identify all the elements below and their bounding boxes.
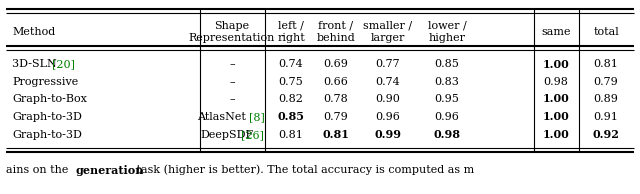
Text: 0.96: 0.96 <box>376 112 401 122</box>
Text: Shape
Representation: Shape Representation <box>189 21 275 43</box>
Text: 0.91: 0.91 <box>593 112 618 122</box>
Text: 0.69: 0.69 <box>324 59 348 69</box>
Text: total: total <box>593 27 619 37</box>
Text: –: – <box>229 77 235 87</box>
Text: 0.85: 0.85 <box>278 112 305 122</box>
Text: 0.79: 0.79 <box>324 112 348 122</box>
Text: 1.00: 1.00 <box>543 130 570 140</box>
Text: front /
behind: front / behind <box>317 21 355 43</box>
Text: 0.95: 0.95 <box>435 94 460 104</box>
Text: 0.98: 0.98 <box>433 130 461 140</box>
Text: [20]: [20] <box>52 59 76 69</box>
Text: [8]: [8] <box>250 112 265 122</box>
Text: left /
right: left / right <box>277 21 305 43</box>
Text: 1.00: 1.00 <box>543 59 570 69</box>
Text: 0.66: 0.66 <box>324 77 348 87</box>
Text: 0.85: 0.85 <box>435 59 460 69</box>
Text: smaller /
larger: smaller / larger <box>364 21 413 43</box>
Text: DeepSDF: DeepSDF <box>200 130 253 140</box>
Text: –: – <box>229 59 235 69</box>
Text: 0.75: 0.75 <box>278 77 303 87</box>
Text: 0.83: 0.83 <box>435 77 460 87</box>
Text: 0.96: 0.96 <box>435 112 460 122</box>
Text: 0.77: 0.77 <box>376 59 400 69</box>
Text: 1.00: 1.00 <box>543 112 570 122</box>
Text: Method: Method <box>12 27 55 37</box>
Text: 3D-SLN: 3D-SLN <box>12 59 60 69</box>
Text: 0.74: 0.74 <box>278 59 303 69</box>
Text: 0.92: 0.92 <box>593 130 620 140</box>
Text: same: same <box>541 27 571 37</box>
Text: AtlasNet: AtlasNet <box>197 112 250 122</box>
Text: 0.74: 0.74 <box>376 77 401 87</box>
Text: ains on the: ains on the <box>6 165 72 175</box>
Text: Graph-to-Box: Graph-to-Box <box>12 94 87 104</box>
Text: [26]: [26] <box>241 130 264 140</box>
Text: Graph-to-3D: Graph-to-3D <box>12 130 82 140</box>
Text: 0.89: 0.89 <box>593 94 618 104</box>
Text: 0.99: 0.99 <box>374 130 401 140</box>
Text: –: – <box>229 94 235 104</box>
Text: 0.90: 0.90 <box>376 94 401 104</box>
Text: 0.81: 0.81 <box>278 130 303 140</box>
Text: 0.78: 0.78 <box>324 94 348 104</box>
Text: 0.79: 0.79 <box>594 77 618 87</box>
Text: task (higher is better). The total accuracy is computed as m: task (higher is better). The total accur… <box>133 165 474 175</box>
Text: Graph-to-3D: Graph-to-3D <box>12 112 82 122</box>
Text: 0.98: 0.98 <box>543 77 568 87</box>
Text: lower /
higher: lower / higher <box>428 21 467 43</box>
Text: Progressive: Progressive <box>12 77 78 87</box>
Text: 0.81: 0.81 <box>593 59 618 69</box>
Text: 0.81: 0.81 <box>323 130 349 140</box>
Text: 0.82: 0.82 <box>278 94 303 104</box>
Text: 1.00: 1.00 <box>543 94 570 105</box>
Text: generation: generation <box>76 165 144 176</box>
